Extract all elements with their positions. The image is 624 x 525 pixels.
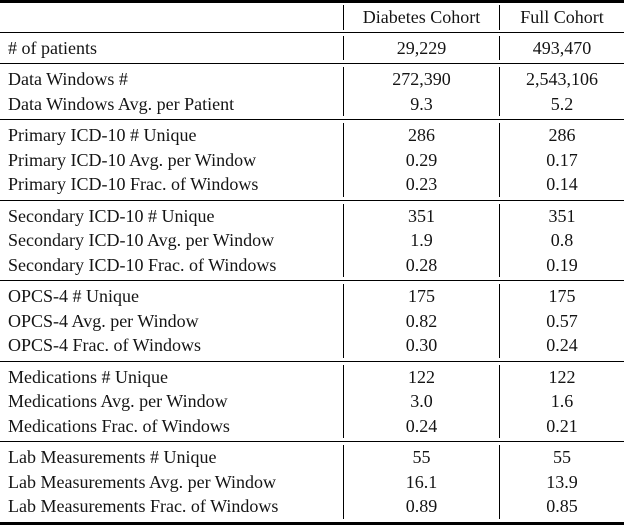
- row-label: Primary ICD-10 Frac. of Windows: [8, 174, 259, 194]
- diabetes-value: 0.29: [343, 147, 499, 172]
- diabetes-value: 3.0: [343, 389, 499, 414]
- diabetes-value: 0.30: [343, 333, 499, 358]
- full-cohort-value: 175: [499, 284, 624, 309]
- table-row: Medications Avg. per Window 3.0 1.6: [0, 389, 624, 414]
- table-row: Data Windows # 272,390 2,543,106: [0, 67, 624, 92]
- full-cohort-value: 122: [499, 364, 624, 389]
- diabetes-value: 272,390: [343, 67, 499, 92]
- diabetes-value: 351: [343, 203, 499, 228]
- table-header: Diabetes Cohort Full Cohort: [0, 3, 624, 33]
- full-cohort-value: 5.2: [499, 91, 624, 116]
- table-row: Data Windows Avg. per Patient 9.3 5.2: [0, 91, 624, 116]
- row-label: OPCS-4 # Unique: [8, 286, 140, 306]
- row-label: Medications Frac. of Windows: [8, 415, 230, 436]
- row-label: Primary ICD-10 Avg. per Window: [8, 149, 257, 170]
- column-header-full-cohort: Full Cohort: [499, 5, 624, 30]
- row-label: # of patients: [8, 37, 97, 58]
- section-medications: Medications # Unique 122 122 Medications…: [0, 362, 624, 442]
- diabetes-value: 0.89: [343, 494, 499, 519]
- diabetes-value: 122: [343, 364, 499, 389]
- section-secondary-icd10: Secondary ICD-10 # Unique 351 351 Second…: [0, 201, 624, 281]
- table-row: Medications # Unique 122 122: [0, 364, 624, 389]
- diabetes-value: 29,229: [343, 35, 499, 60]
- top-double-rule: [0, 0, 624, 3]
- diabetes-value: 286: [343, 123, 499, 148]
- table-row: Secondary ICD-10 Avg. per Window 1.9 0.8: [0, 228, 624, 253]
- table-row: OPCS-4 Avg. per Window 0.82 0.57: [0, 308, 624, 333]
- table-row: Primary ICD-10 Frac. of Windows 0.23 0.1…: [0, 172, 624, 197]
- diabetes-value: 0.82: [343, 308, 499, 333]
- row-label: Lab Measurements # Unique: [8, 447, 217, 467]
- full-cohort-value: 0.14: [499, 172, 624, 197]
- table-row: Secondary ICD-10 Frac. of Windows 0.28 0…: [0, 252, 624, 277]
- row-label: Secondary ICD-10 Avg. per Window: [8, 230, 275, 250]
- row-label: OPCS-4 Frac. of Windows: [8, 335, 201, 355]
- diabetes-value: 0.24: [343, 413, 499, 438]
- diabetes-value: 16.1: [343, 469, 499, 494]
- table-row: Medications Frac. of Windows 0.24 0.21: [0, 413, 624, 438]
- table-row: OPCS-4 # Unique 175 175: [0, 284, 624, 309]
- section-lab-measurements: Lab Measurements # Unique 55 55 Lab Meas…: [0, 442, 624, 522]
- row-label: OPCS-4 Avg. per Window: [8, 310, 199, 331]
- table-row: # of patients 29,229 493,470: [0, 35, 624, 60]
- table-row: Lab Measurements # Unique 55 55: [0, 445, 624, 470]
- full-cohort-value: 1.6: [499, 389, 624, 414]
- full-cohort-value: 0.17: [499, 147, 624, 172]
- section-opcs4: OPCS-4 # Unique 175 175 OPCS-4 Avg. per …: [0, 281, 624, 362]
- row-label: Primary ICD-10 # Unique: [8, 125, 197, 145]
- row-label: Lab Measurements Avg. per Window: [8, 471, 277, 492]
- full-cohort-value: 493,470: [499, 35, 624, 60]
- full-cohort-value: 286: [499, 123, 624, 148]
- full-cohort-value: 0.24: [499, 333, 624, 358]
- full-cohort-value: 55: [499, 445, 624, 470]
- section-data-windows: Data Windows # 272,390 2,543,106 Data Wi…: [0, 64, 624, 120]
- row-label: Secondary ICD-10 Frac. of Windows: [8, 254, 277, 275]
- row-label: Medications Avg. per Window: [8, 391, 228, 411]
- row-label: Secondary ICD-10 # Unique: [8, 205, 215, 226]
- table-row: Primary ICD-10 Avg. per Window 0.29 0.17: [0, 147, 624, 172]
- column-header-diabetes-cohort: Diabetes Cohort: [343, 5, 499, 30]
- header-spacer-cell: [0, 5, 343, 30]
- diabetes-value: 1.9: [343, 228, 499, 253]
- full-cohort-value: 2,543,106: [499, 67, 624, 92]
- full-cohort-value: 0.8: [499, 228, 624, 253]
- diabetes-value: 9.3: [343, 91, 499, 116]
- full-cohort-value: 351: [499, 203, 624, 228]
- row-label: Medications # Unique: [8, 366, 168, 387]
- row-label: Data Windows #: [8, 69, 128, 89]
- header-row: Diabetes Cohort Full Cohort: [0, 5, 624, 30]
- full-cohort-value: 0.19: [499, 252, 624, 277]
- table-row: Lab Measurements Avg. per Window 16.1 13…: [0, 469, 624, 494]
- table-row: Secondary ICD-10 # Unique 351 351: [0, 203, 624, 228]
- row-label: Data Windows Avg. per Patient: [8, 93, 235, 114]
- section-primary-icd10: Primary ICD-10 # Unique 286 286 Primary …: [0, 120, 624, 201]
- diabetes-value: 0.23: [343, 172, 499, 197]
- diabetes-value: 175: [343, 284, 499, 309]
- section-patients: # of patients 29,229 493,470: [0, 33, 624, 64]
- full-cohort-value: 0.21: [499, 413, 624, 438]
- row-label: Lab Measurements Frac. of Windows: [8, 496, 279, 516]
- table-row: OPCS-4 Frac. of Windows 0.30 0.24: [0, 333, 624, 358]
- full-cohort-value: 0.85: [499, 494, 624, 519]
- full-cohort-value: 0.57: [499, 308, 624, 333]
- diabetes-value: 55: [343, 445, 499, 470]
- table-row: Primary ICD-10 # Unique 286 286: [0, 123, 624, 148]
- table-row: Lab Measurements Frac. of Windows 0.89 0…: [0, 494, 624, 519]
- diabetes-value: 0.28: [343, 252, 499, 277]
- full-cohort-value: 13.9: [499, 469, 624, 494]
